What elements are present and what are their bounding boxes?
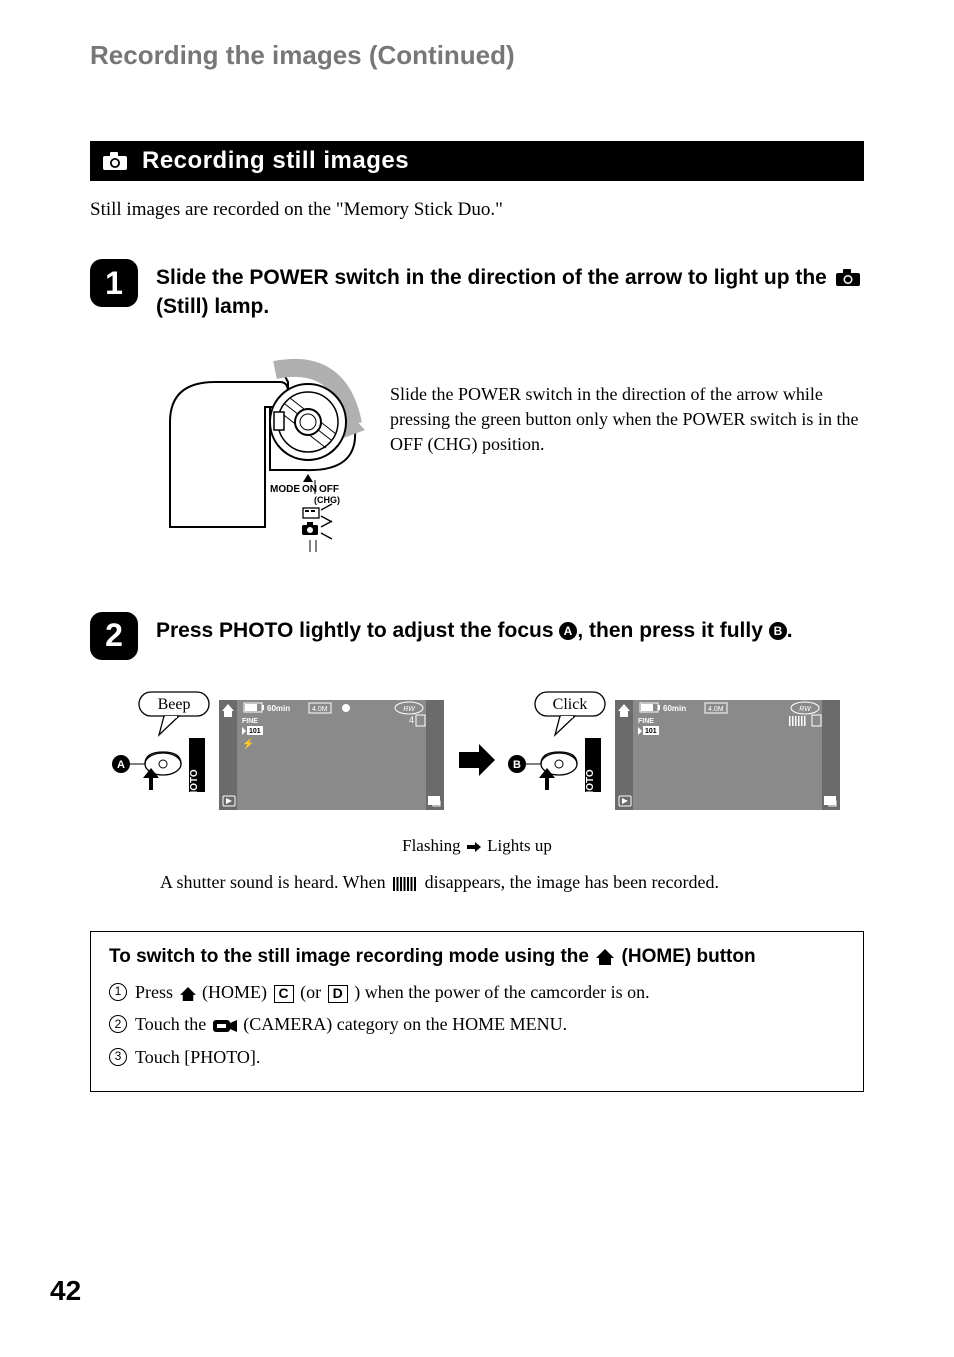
- svg-text:⚡: ⚡: [242, 737, 254, 750]
- svg-text:101: 101: [249, 728, 261, 735]
- page-number: 42: [50, 1275, 81, 1307]
- camera-icon: [102, 151, 128, 171]
- section-title: Recording still images: [142, 147, 409, 175]
- camera-category-icon: [213, 1019, 237, 1033]
- item3: Touch [PHOTO].: [135, 1041, 260, 1073]
- step-1-diagram-row: MODE ON OFF (CHG) Slide the POWER switch…: [160, 352, 864, 572]
- circled-3-icon: 3: [109, 1048, 127, 1066]
- svg-text:60min: 60min: [267, 704, 290, 713]
- step-1-row: 1 Slide the POWER switch in the directio…: [90, 259, 864, 322]
- page-heading: Recording the images (Continued): [90, 40, 864, 71]
- still-camera-icon: [835, 269, 861, 287]
- infobox-title-a: To switch to the still image recording m…: [109, 946, 594, 967]
- step-2-text-c: .: [787, 619, 793, 642]
- step-2-text-b: , then press it fully: [577, 619, 768, 642]
- right-arrow-icon: [467, 842, 481, 852]
- infobox-item-2: 2 Touch the (CAMERA) category on the HOM…: [109, 1008, 845, 1040]
- photo-diagram-row: Beep A PHOTO 60min 4.0M RW: [90, 690, 864, 830]
- svg-text:101: 101: [645, 728, 657, 735]
- step-2-text: Press PHOTO lightly to adjust the focus …: [156, 612, 793, 645]
- svg-text:RW: RW: [403, 706, 416, 713]
- home-mode-infobox: To switch to the still image recording m…: [90, 931, 864, 1092]
- infobox-item-3: 3 Touch [PHOTO].: [109, 1041, 845, 1073]
- item1-b: (HOME): [202, 982, 272, 1002]
- svg-text:Beep: Beep: [158, 696, 191, 713]
- svg-text:FINE: FINE: [242, 718, 258, 725]
- home-icon: [180, 987, 196, 1001]
- infobox-item-1: 1 Press (HOME) C (or D ) when the power …: [109, 976, 845, 1008]
- item1-d: ) when the power of the camcorder is on.: [354, 982, 649, 1002]
- flashing-label: Flashing: [402, 836, 461, 855]
- item2-b: (CAMERA) category on the HOME MENU.: [243, 1014, 567, 1034]
- infobox-title: To switch to the still image recording m…: [109, 946, 845, 968]
- svg-text:4.0M: 4.0M: [312, 706, 328, 713]
- recording-bars-icon: [393, 877, 417, 891]
- infobox-list: 1 Press (HOME) C (or D ) when the power …: [109, 976, 845, 1073]
- svg-text:PHOTO: PHOTO: [585, 769, 596, 805]
- shutter-b: disappears, the image has been recorded.: [425, 872, 719, 892]
- marker-b-icon: B: [769, 622, 787, 640]
- lightsup-label: Lights up: [487, 836, 552, 855]
- step-1-text: Slide the POWER switch in the direction …: [156, 259, 864, 322]
- photo-press-b-diagram: Click B PHOTO 60min 4.0M RW FINE 101: [505, 690, 845, 830]
- photo-press-a-diagram: Beep A PHOTO 60min 4.0M RW: [109, 690, 449, 830]
- step-1-text-a: Slide the POWER switch in the direction …: [156, 266, 833, 289]
- key-d: D: [328, 985, 348, 1003]
- circled-2-icon: 2: [109, 1015, 127, 1033]
- svg-text:PHOTO: PHOTO: [189, 769, 200, 805]
- svg-text:RW: RW: [799, 706, 812, 713]
- svg-text:B: B: [513, 759, 521, 771]
- item1-c: (or: [300, 982, 326, 1002]
- svg-text:A: A: [564, 624, 573, 638]
- svg-text:MODE: MODE: [270, 484, 300, 495]
- step-1-text-b: (Still) lamp.: [156, 295, 269, 318]
- circled-1-icon: 1: [109, 983, 127, 1001]
- flashing-caption: Flashing Lights up: [90, 836, 864, 856]
- step-2-row: 2 Press PHOTO lightly to adjust the focu…: [90, 612, 864, 660]
- key-c: C: [274, 985, 294, 1003]
- svg-text:OFF: OFF: [319, 484, 339, 495]
- item1-a: Press: [135, 982, 178, 1002]
- item2-a: Touch the: [135, 1014, 211, 1034]
- svg-text:FINE: FINE: [638, 718, 654, 725]
- step-1-number: 1: [90, 259, 138, 307]
- home-icon: [596, 949, 614, 965]
- section-intro: Still images are recorded on the "Memory…: [90, 199, 864, 221]
- step-2-number: 2: [90, 612, 138, 660]
- marker-a-icon: A: [559, 622, 577, 640]
- svg-text:4: 4: [409, 715, 414, 725]
- svg-text:(CHG): (CHG): [314, 495, 340, 505]
- shutter-text: A shutter sound is heard. When disappear…: [160, 872, 864, 893]
- section-bar: Recording still images: [90, 141, 864, 181]
- svg-text:4.0M: 4.0M: [708, 706, 724, 713]
- svg-text:B: B: [773, 624, 782, 638]
- power-switch-diagram: MODE ON OFF (CHG): [160, 352, 370, 572]
- svg-text:60min: 60min: [663, 704, 686, 713]
- transition-arrow-icon: [457, 740, 497, 780]
- step-1-caption: Slide the POWER switch in the direction …: [390, 352, 864, 458]
- shutter-a: A shutter sound is heard. When: [160, 872, 390, 892]
- step-2-text-a: Press PHOTO lightly to adjust the focus: [156, 619, 559, 642]
- svg-text:A: A: [117, 759, 125, 771]
- svg-text:Click: Click: [553, 696, 588, 713]
- infobox-title-b: (HOME) button: [622, 946, 756, 967]
